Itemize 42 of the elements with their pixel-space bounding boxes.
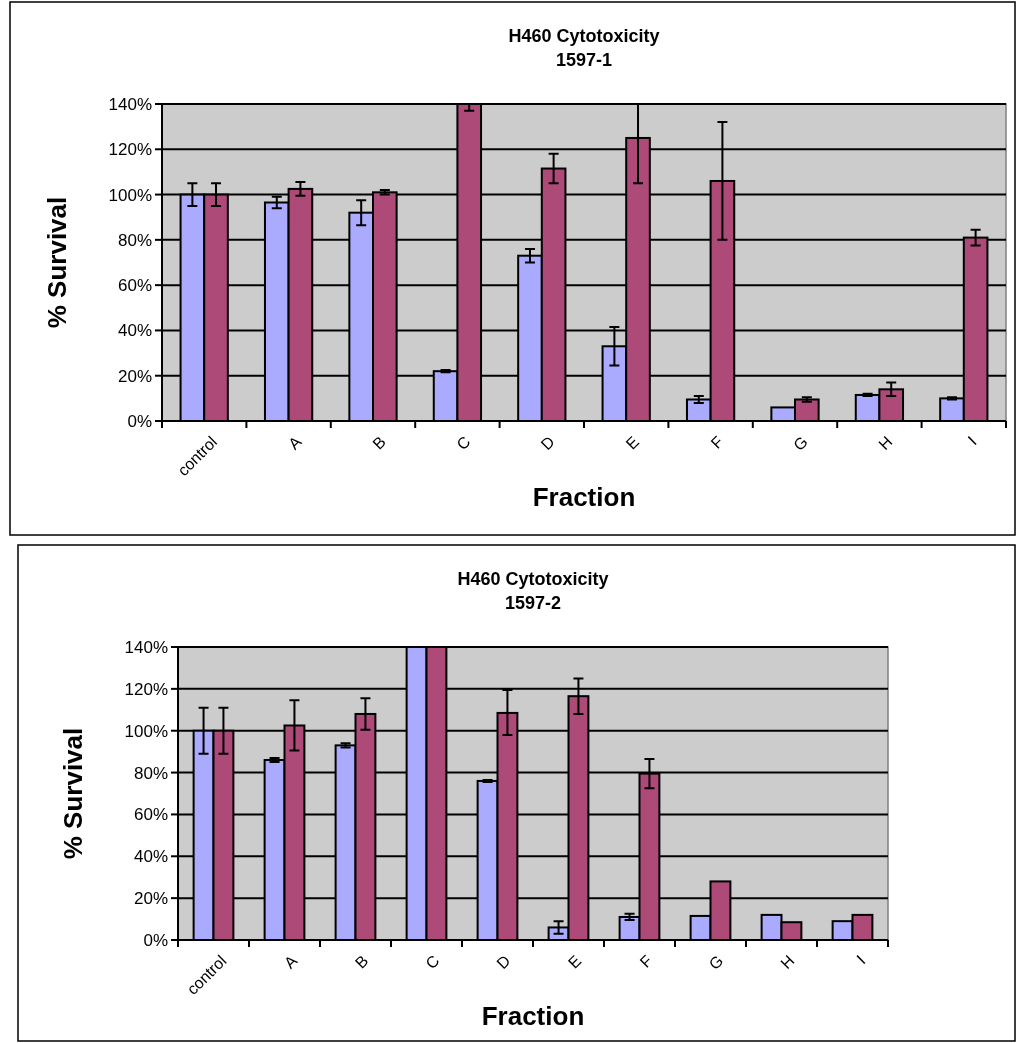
y-axis-title: % Survival: [58, 727, 89, 860]
x-tick-label: F: [636, 951, 656, 971]
chart-title: H460 Cytotoxicity: [457, 569, 609, 589]
x-tick-label: B: [369, 433, 390, 453]
x-tick-label: I: [853, 952, 869, 968]
x-tick-label: I: [964, 433, 980, 449]
chart-subtitle: 1597-1: [555, 50, 613, 70]
x-tick-label: F: [707, 432, 727, 452]
y-tick-label: 100%: [108, 185, 152, 205]
x-tick-label: B: [351, 952, 372, 972]
y-tick-label: 0%: [127, 411, 152, 431]
y-tick-label: 20%: [133, 889, 168, 909]
chart-title: H460 Cytotoxicity: [508, 26, 660, 46]
y-tick-label: 60%: [133, 805, 168, 825]
y-tick-label: 80%: [133, 763, 168, 783]
y-tick-label: 80%: [117, 230, 152, 250]
y-tick-label: 140%: [124, 637, 168, 657]
x-tick-label: C: [453, 433, 474, 454]
x-axis-title: Fraction: [532, 482, 636, 512]
y-tick-label: 20%: [117, 366, 152, 386]
y-tick-label: 40%: [117, 321, 152, 341]
x-tick-label: A: [280, 951, 301, 972]
x-tick-label: D: [493, 952, 514, 973]
y-tick-label: 140%: [108, 94, 152, 114]
y-tick-label: 120%: [108, 140, 152, 160]
x-axis-title: Fraction: [481, 1001, 585, 1031]
x-tick-label: E: [564, 952, 585, 972]
x-tick-label: A: [285, 432, 305, 453]
y-tick-label: 100%: [124, 721, 168, 741]
chart-subtitle: 1597-2: [504, 593, 562, 613]
y-tick-label: 0%: [143, 930, 168, 950]
y-tick-label: 120%: [124, 679, 168, 699]
x-tick-label: H: [777, 952, 798, 973]
x-tick-label: D: [537, 433, 558, 454]
y-tick-label: 60%: [117, 276, 152, 296]
x-tick-label: E: [622, 433, 643, 453]
x-tick-label: H: [875, 433, 896, 454]
x-tick-label: C: [422, 952, 443, 973]
y-tick-label: 40%: [133, 847, 168, 867]
x-tick-label: G: [790, 433, 812, 454]
x-tick-label: G: [705, 952, 727, 973]
y-axis-title: % Survival: [42, 196, 73, 329]
